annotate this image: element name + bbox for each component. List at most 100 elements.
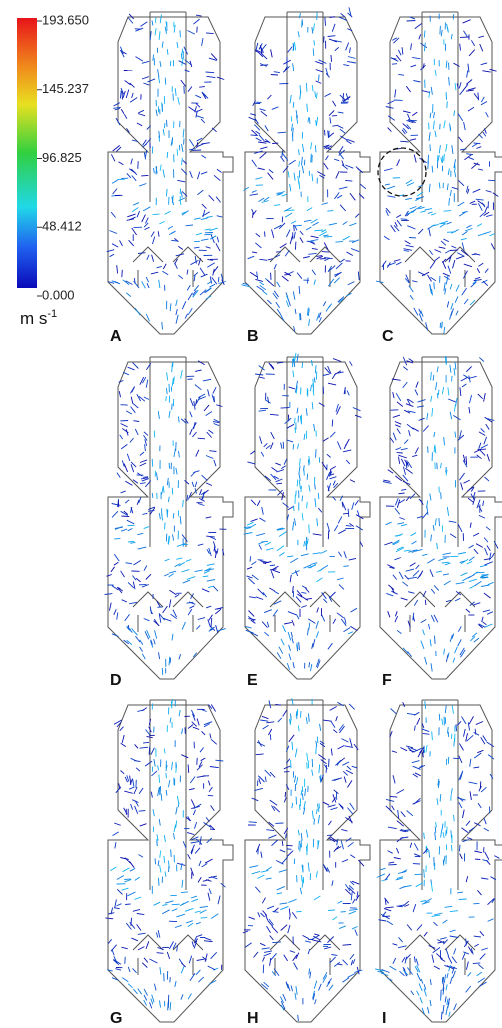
velocity-vector (130, 776, 131, 785)
velocity-vector (297, 408, 298, 414)
velocity-vector (193, 810, 195, 815)
velocity-vector (272, 942, 281, 943)
velocity-vector (432, 915, 441, 916)
velocity-vector (255, 243, 261, 248)
velocity-vector (168, 226, 173, 229)
velocity-vector (111, 212, 115, 217)
velocity-vector (395, 89, 396, 97)
velocity-vector (196, 970, 200, 975)
velocity-vector (305, 941, 311, 942)
velocity-vector (438, 558, 446, 561)
velocity-vector (176, 807, 178, 815)
velocity-vector (308, 863, 309, 872)
velocity-vector (350, 738, 352, 746)
velocity-vector (302, 879, 303, 884)
velocity-vector (211, 618, 212, 627)
velocity-vector (432, 166, 433, 173)
velocity-vector (122, 888, 129, 890)
velocity-vector (265, 777, 266, 782)
velocity-vector (194, 218, 201, 219)
velocity-vector (257, 875, 264, 879)
velocity-vector (332, 881, 333, 886)
velocity-vector (311, 154, 312, 163)
velocity-vector (466, 456, 467, 465)
velocity-vector (407, 226, 415, 229)
velocity-vector (480, 931, 484, 936)
velocity-vector (407, 424, 414, 429)
velocity-vector (255, 279, 263, 281)
velocity-vector (349, 909, 358, 910)
velocity-vector (315, 498, 316, 507)
velocity-vector (209, 548, 212, 556)
velocity-vector (329, 111, 334, 116)
velocity-vector (196, 109, 203, 112)
velocity-vector (314, 424, 315, 431)
velocity-vector (456, 582, 465, 584)
velocity-vector (164, 748, 165, 753)
velocity-vector (344, 551, 347, 558)
velocity-vector (347, 252, 353, 256)
velocity-vector (157, 953, 164, 954)
velocity-vector (481, 97, 484, 102)
velocity-vector (282, 217, 283, 223)
velocity-vector (316, 81, 322, 84)
velocity-vector (491, 553, 494, 558)
velocity-vector (251, 135, 257, 136)
velocity-vector (348, 282, 355, 285)
velocity-vector (477, 449, 486, 450)
velocity-vector (243, 187, 248, 190)
velocity-vector (314, 280, 315, 285)
velocity-vector (121, 743, 126, 746)
velocity-vector (454, 170, 456, 177)
velocity-vector (349, 704, 355, 709)
velocity-vector (147, 736, 153, 737)
velocity-vector (159, 774, 160, 782)
velocity-vector (160, 1000, 161, 1007)
velocity-vector (148, 510, 154, 511)
velocity-vector (315, 999, 317, 1004)
velocity-vector (273, 570, 280, 573)
velocity-vector (272, 229, 274, 238)
velocity-vector (164, 835, 165, 842)
velocity-vector (182, 729, 183, 735)
velocity-vector (453, 260, 455, 268)
velocity-vector (208, 586, 214, 588)
velocity-vector (181, 80, 186, 86)
velocity-vector (311, 142, 312, 149)
velocity-vector (200, 910, 207, 913)
velocity-vector (350, 608, 357, 612)
velocity-vector (431, 396, 432, 402)
velocity-vector (299, 161, 300, 167)
velocity-vector (285, 250, 289, 256)
velocity-vector (158, 231, 159, 236)
velocity-vector (432, 955, 434, 963)
velocity-vector (263, 957, 265, 962)
velocity-vector (181, 966, 184, 973)
velocity-vector (421, 620, 426, 623)
velocity-vector (276, 483, 282, 484)
cyclone-outline (380, 17, 502, 334)
vortex-finder (150, 12, 186, 202)
velocity-vector (459, 82, 461, 88)
velocity-vector (206, 606, 211, 608)
velocity-vector (280, 906, 288, 909)
velocity-vector (345, 180, 352, 181)
velocity-vector (197, 142, 198, 148)
velocity-vector (437, 366, 438, 372)
velocity-vector (325, 93, 331, 96)
velocity-vector (417, 406, 424, 407)
velocity-vector (299, 149, 300, 155)
velocity-vector (260, 152, 267, 158)
velocity-vector (160, 14, 161, 23)
velocity-vector (288, 851, 294, 856)
velocity-vector (256, 754, 264, 755)
velocity-vector (485, 562, 493, 565)
velocity-vector (138, 253, 146, 254)
velocity-vector (193, 727, 199, 729)
velocity-vector (150, 606, 151, 614)
velocity-vector (300, 458, 301, 465)
panel-label: I (382, 1010, 386, 1027)
velocity-vector (397, 534, 403, 537)
velocity-vector (163, 264, 166, 269)
velocity-vector (414, 600, 417, 606)
